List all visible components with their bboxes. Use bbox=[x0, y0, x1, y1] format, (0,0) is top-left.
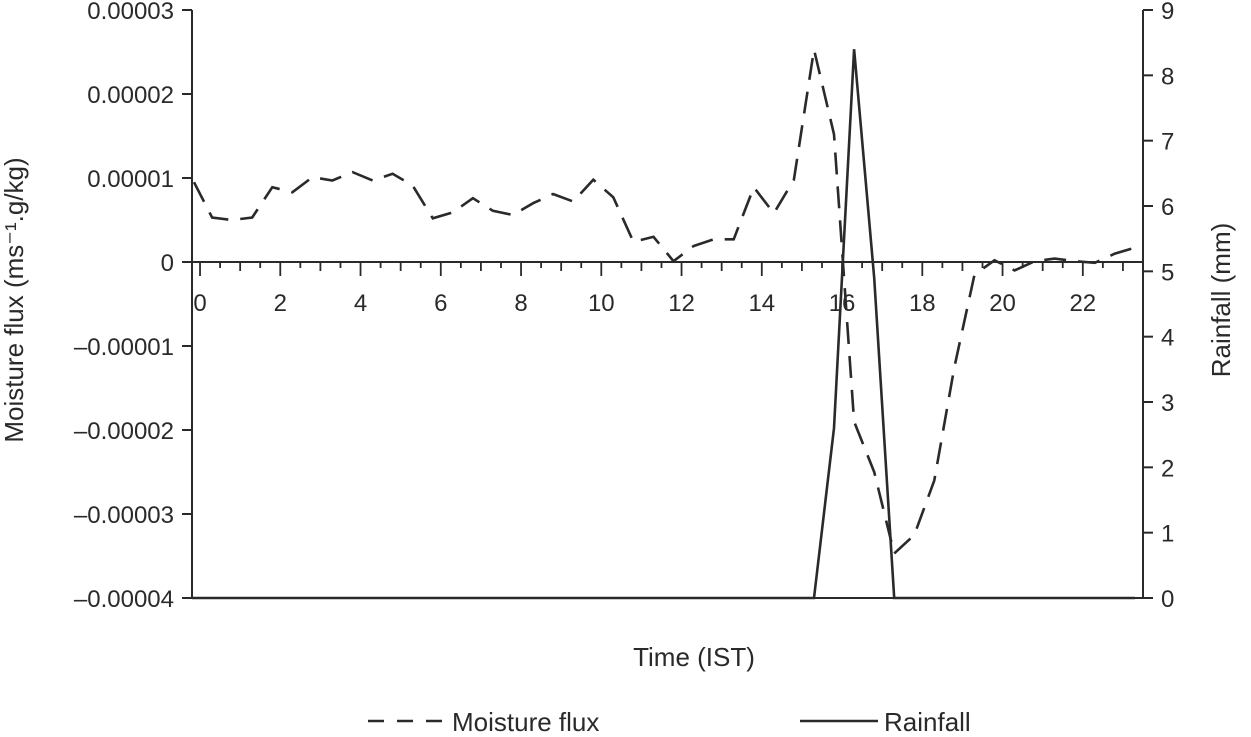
y-axis-left-label: Moisture flux (ms⁻¹.g/kg) bbox=[0, 157, 29, 442]
y-left-tick-label: –0.00001 bbox=[74, 334, 174, 361]
x-tick-label: 0 bbox=[193, 290, 206, 317]
legend: Moisture flux Rainfall bbox=[368, 707, 971, 737]
x-tick-label: 4 bbox=[354, 290, 367, 317]
y-right-tick-label: 6 bbox=[1161, 194, 1174, 221]
x-tick-label: 2 bbox=[274, 290, 287, 317]
x-axis-label: Time (IST) bbox=[633, 642, 755, 672]
legend-moisture-flux-label: Moisture flux bbox=[452, 707, 599, 737]
legend-rainfall-label: Rainfall bbox=[884, 707, 971, 737]
x-tick-label: 20 bbox=[989, 290, 1016, 317]
y-left-tick-label: –0.00004 bbox=[74, 586, 174, 613]
y-left-tick-label: 0.00002 bbox=[87, 82, 174, 109]
x-tick-label: 6 bbox=[434, 290, 447, 317]
x-tick-label: 10 bbox=[588, 290, 615, 317]
y-right-tick-label: 7 bbox=[1161, 129, 1174, 156]
x-tick-label: 22 bbox=[1069, 290, 1096, 317]
y-right-tick-label: 5 bbox=[1161, 259, 1174, 286]
x-tick-label: 14 bbox=[748, 290, 775, 317]
y-left-tick-label: 0.00001 bbox=[87, 166, 174, 193]
y-right-tick-label: 8 bbox=[1161, 63, 1174, 90]
y-right-tick-label: 4 bbox=[1161, 325, 1174, 352]
y-left-tick-label: –0.00003 bbox=[74, 502, 174, 529]
y-right-tick-label: 0 bbox=[1161, 586, 1174, 613]
y-right-tick-label: 1 bbox=[1161, 521, 1174, 548]
y-right-tick-label: 3 bbox=[1161, 390, 1174, 417]
ticks bbox=[182, 9, 1153, 599]
x-tick-label: 8 bbox=[514, 290, 527, 317]
tick-labels: 0 2 4 6 8 10 12 14 16 18 20 220.000030.000020.00001… bbox=[74, 0, 1174, 613]
y-left-tick-label: 0.00003 bbox=[87, 0, 174, 25]
y-right-tick-label: 2 bbox=[1161, 455, 1174, 482]
x-tick-label: 12 bbox=[668, 290, 695, 317]
y-left-tick-label: –0.00002 bbox=[74, 418, 174, 445]
y-left-tick-label: 0 bbox=[161, 250, 174, 277]
x-tick-label: 18 bbox=[909, 290, 936, 317]
y-axis-right-label: Rainfall (mm) bbox=[1206, 223, 1236, 378]
series-rainfall-line bbox=[192, 49, 1135, 600]
y-right-tick-label: 9 bbox=[1161, 0, 1174, 25]
series-layer bbox=[192, 49, 1136, 600]
